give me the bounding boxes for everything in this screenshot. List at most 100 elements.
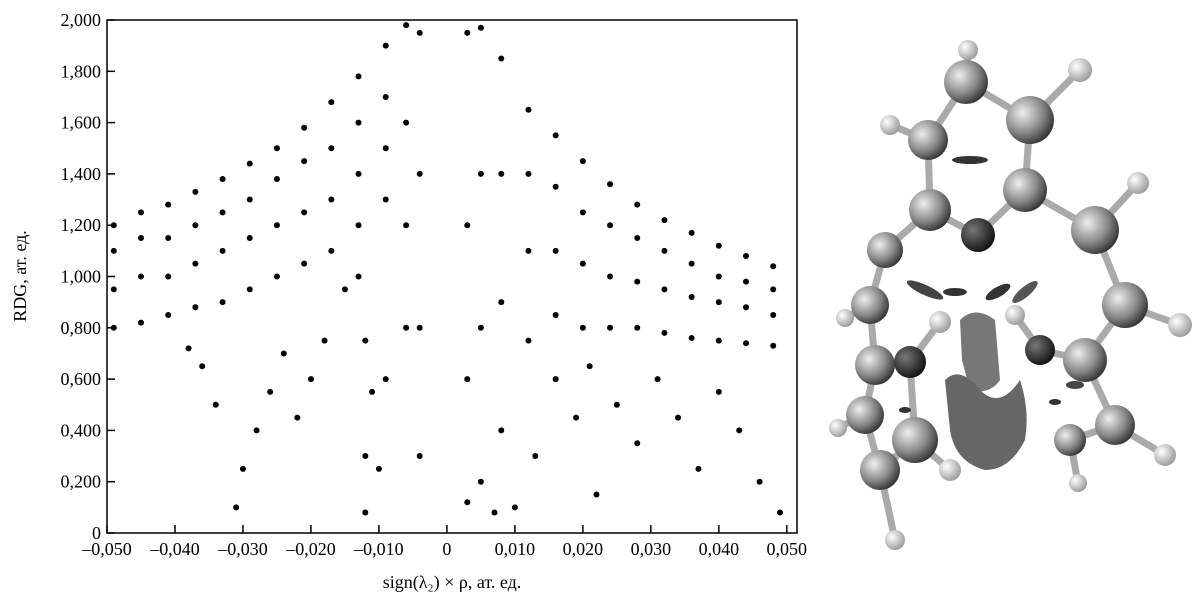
point [294, 414, 301, 421]
point [464, 222, 471, 229]
point [219, 299, 226, 306]
point [688, 260, 695, 267]
point [634, 201, 641, 208]
point [280, 350, 287, 357]
point [464, 29, 471, 36]
point [382, 376, 389, 383]
point [192, 222, 199, 229]
y-axis-label: RDG, ат. ед. [10, 230, 30, 321]
point [654, 376, 661, 383]
y-tick-label: 1,400 [61, 164, 102, 184]
point [593, 491, 600, 498]
point [267, 388, 274, 395]
point [301, 158, 308, 165]
point [253, 427, 260, 434]
x-tick-label: 0,020 [563, 539, 604, 559]
point [491, 509, 498, 516]
point [362, 453, 369, 460]
point [552, 311, 559, 318]
point [110, 247, 117, 254]
point [715, 337, 722, 344]
y-tick-label: 1,200 [61, 215, 102, 235]
y-tick-label: 1,800 [61, 61, 102, 81]
point [688, 229, 695, 236]
point [192, 304, 199, 311]
point [416, 29, 423, 36]
point [110, 286, 117, 293]
y-tick-label: 0,200 [61, 472, 102, 492]
point [579, 209, 586, 216]
point [477, 24, 484, 31]
y-tick-label: 1,000 [61, 267, 102, 287]
molecule-render [829, 40, 1192, 550]
point [477, 324, 484, 331]
point [328, 145, 335, 152]
point [525, 337, 532, 344]
point [416, 324, 423, 331]
point [328, 247, 335, 254]
point [770, 342, 777, 349]
point [634, 235, 641, 242]
point [464, 499, 471, 506]
point [137, 235, 144, 242]
point [301, 260, 308, 267]
point [525, 106, 532, 113]
point [688, 294, 695, 301]
point [369, 388, 376, 395]
y-tick-label: 0,600 [61, 369, 102, 389]
point [233, 504, 240, 511]
point [246, 196, 253, 203]
point [165, 201, 172, 208]
point [736, 427, 743, 434]
point [341, 286, 348, 293]
point [362, 509, 369, 516]
point [715, 299, 722, 306]
point [301, 124, 308, 131]
point [355, 273, 362, 280]
point [165, 273, 172, 280]
point [165, 311, 172, 318]
point [382, 145, 389, 152]
point [199, 363, 206, 370]
y-tick-label: 0 [92, 523, 101, 543]
x-tick-label: –0,050 [81, 539, 132, 559]
point [246, 235, 253, 242]
point [661, 329, 668, 336]
point [273, 273, 280, 280]
point [137, 319, 144, 326]
point [403, 324, 410, 331]
point [715, 388, 722, 395]
point [307, 376, 314, 383]
point [477, 170, 484, 177]
point [110, 324, 117, 331]
point [416, 170, 423, 177]
point [634, 278, 641, 285]
point [634, 324, 641, 331]
point [613, 401, 620, 408]
point [219, 247, 226, 254]
point [607, 273, 614, 280]
point [219, 209, 226, 216]
point [756, 478, 763, 485]
x-tick-label: 0,040 [699, 539, 740, 559]
point [743, 340, 750, 347]
point [552, 376, 559, 383]
plot-frame [106, 19, 798, 534]
x-tick-label: 0,010 [495, 539, 536, 559]
point [192, 260, 199, 267]
point [382, 42, 389, 49]
point [552, 247, 559, 254]
point [165, 235, 172, 242]
point [498, 427, 505, 434]
point [192, 188, 199, 195]
point [403, 222, 410, 229]
x-tick-label: –0,030 [217, 539, 268, 559]
point [715, 242, 722, 249]
point [498, 170, 505, 177]
point [328, 99, 335, 106]
point [777, 509, 784, 516]
x-tick-label: –0,020 [285, 539, 336, 559]
point [532, 453, 539, 460]
y-tick-label: 0,800 [61, 318, 102, 338]
